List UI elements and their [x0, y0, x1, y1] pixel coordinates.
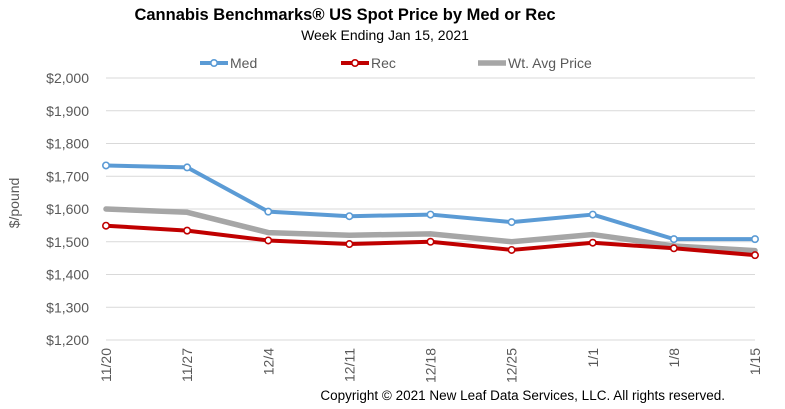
data-point: [588, 210, 597, 219]
x-tick-label: 1/15: [747, 348, 763, 375]
chart-series: [102, 161, 759, 260]
series-med: [102, 161, 759, 244]
data-point: [102, 221, 111, 230]
data-point: [588, 238, 597, 247]
y-tick-label: $1,300: [46, 299, 89, 315]
y-axis-tick-labels: $1,200 $1,300 $1,400 $1,500 $1,600 $1,700 $1,8…: [46, 70, 89, 348]
y-tick-label: $1,900: [46, 103, 89, 119]
data-point: [507, 218, 516, 227]
y-tick-label: $1,500: [46, 234, 89, 250]
data-point: [265, 230, 271, 236]
chart-subtitle: Week Ending Jan 15, 2021: [301, 27, 469, 43]
legend-label: Med: [230, 55, 257, 71]
legend-item: Wt. Avg Price: [478, 55, 592, 71]
x-tick-label: 11/27: [179, 348, 195, 382]
legend-marker: [350, 58, 359, 67]
data-point: [669, 235, 678, 244]
data-point: [102, 161, 111, 170]
legend-item: Med: [200, 55, 257, 71]
series-rec: [102, 221, 759, 260]
x-tick-label: 1/8: [666, 348, 682, 368]
y-tick-label: $1,600: [46, 201, 89, 217]
chart-legend: Med Rec Wt. Avg Price: [200, 55, 592, 71]
data-point: [750, 235, 759, 244]
y-tick-label: $1,400: [46, 267, 89, 283]
data-point: [507, 245, 516, 254]
y-tick-label: $2,000: [46, 70, 89, 86]
data-point: [184, 209, 190, 215]
data-point: [264, 236, 273, 245]
data-point: [590, 232, 596, 238]
legend-item: Rec: [341, 55, 396, 71]
data-point: [183, 163, 192, 172]
x-tick-label: 11/20: [98, 348, 114, 382]
y-tick-label: $1,700: [46, 168, 89, 184]
data-point: [426, 210, 435, 219]
x-axis-tick-labels: 11/20 11/27 12/4 12/11 12/18 12/25 1/1 1/8 1/15: [98, 348, 763, 383]
data-point: [345, 212, 354, 221]
data-point: [669, 244, 678, 253]
chart-gridlines: [106, 77, 755, 341]
x-tick-label: 12/18: [423, 348, 439, 383]
data-point: [428, 231, 433, 237]
chart-title: Cannabis Benchmarks® US Spot Price by Me…: [134, 6, 556, 24]
x-tick-label: 12/25: [504, 348, 520, 383]
x-tick-label: 12/4: [260, 348, 276, 375]
data-point: [345, 240, 354, 249]
x-tick-label: 1/1: [585, 348, 601, 368]
y-axis-label: $/pound: [6, 178, 22, 229]
legend-label: Wt. Avg Price: [508, 55, 592, 71]
y-tick-label: $1,200: [46, 332, 89, 348]
data-point: [750, 251, 759, 260]
y-tick-label: $1,800: [46, 136, 89, 152]
x-tick-label: 12/11: [341, 348, 357, 382]
legend-marker: [210, 58, 219, 67]
legend-label: Rec: [371, 55, 396, 71]
data-point: [103, 206, 109, 212]
data-point: [426, 237, 435, 246]
copyright-notice: Copyright © 2021 New Leaf Data Services,…: [320, 388, 725, 403]
data-point: [509, 239, 515, 245]
data-point: [183, 226, 192, 235]
data-point: [346, 232, 352, 238]
data-point: [264, 207, 273, 216]
